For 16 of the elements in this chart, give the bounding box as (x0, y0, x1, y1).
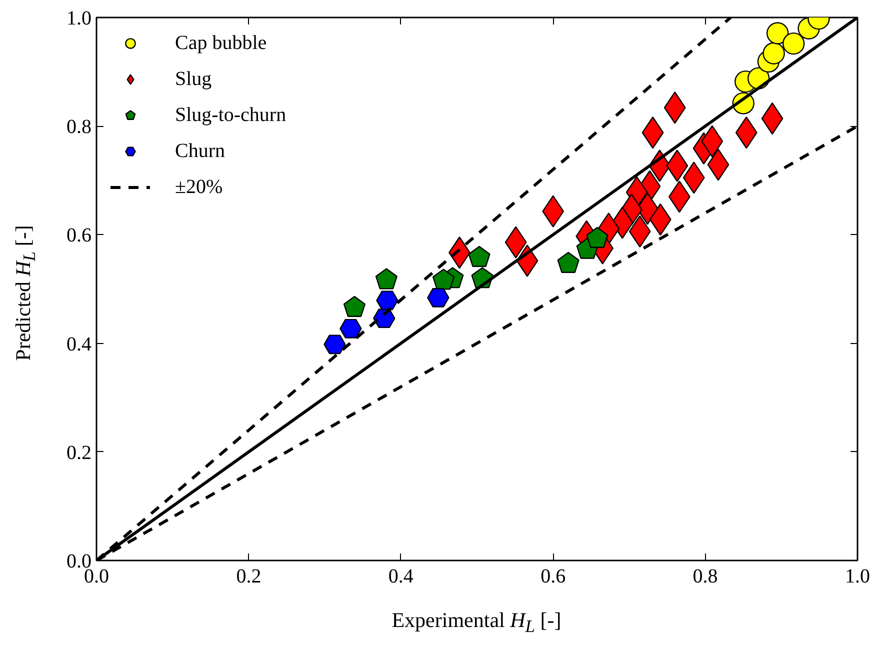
x-tick-label: 1.0 (845, 566, 870, 588)
legend-label: Slug (175, 68, 212, 90)
y-tick-label: 0.4 (66, 333, 92, 356)
legend-label: Cap bubble (175, 32, 267, 54)
y-tick-label: 0.6 (66, 224, 92, 247)
y-tick-label: 1.0 (66, 8, 92, 30)
legend-label: Churn (175, 140, 225, 162)
y-tick-label: 0.2 (66, 442, 92, 464)
x-tick-label: 0.4 (388, 566, 414, 588)
x-axis-title: Experimental H$_{L}$ [-] (390, 607, 562, 638)
x-tick-label: 0.2 (236, 566, 262, 588)
x-tick-label: 0.8 (692, 566, 718, 588)
legend-label: Slug-to-churn (175, 104, 286, 126)
legend-label: ±20% (175, 176, 223, 198)
y-tick-label: 0.8 (66, 116, 92, 138)
x-tick-label: 0.6 (540, 566, 566, 588)
